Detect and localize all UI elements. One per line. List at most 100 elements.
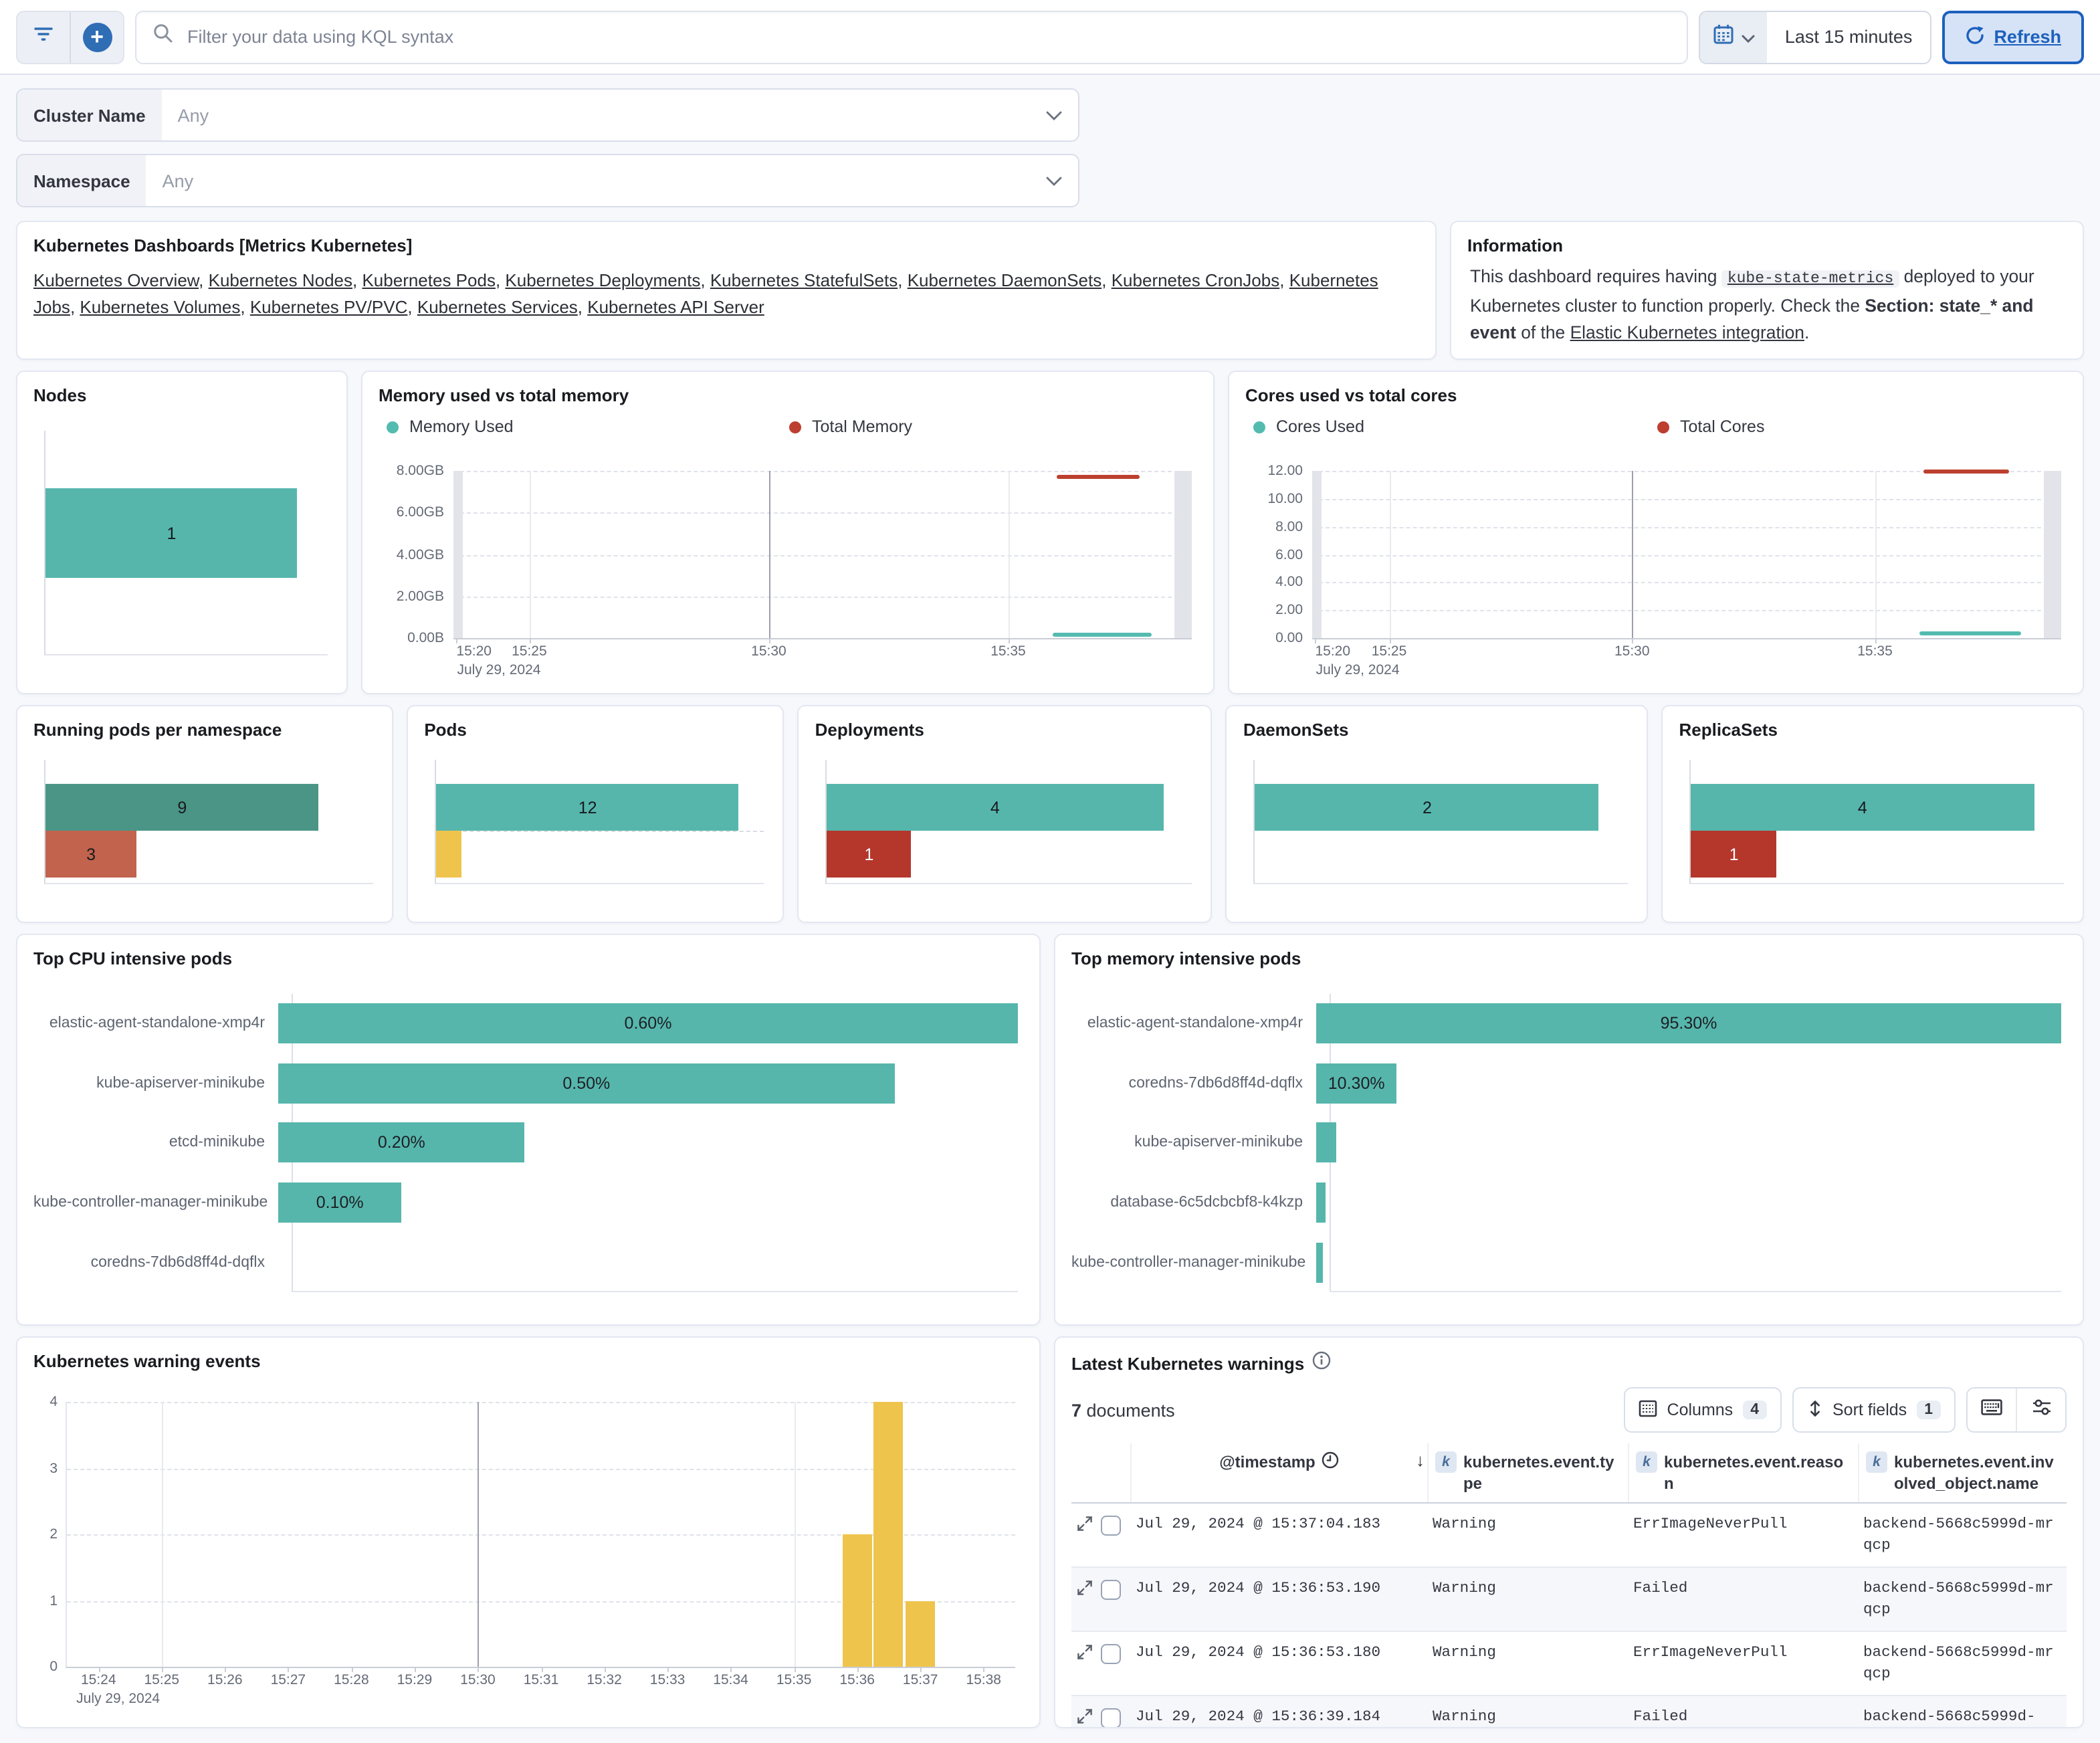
dashboard-link[interactable]: Kubernetes API Server bbox=[587, 297, 764, 317]
cell-timestamp: Jul 29, 2024 @ 15:36:53.180 bbox=[1136, 1645, 1381, 1661]
chart-title: Pods bbox=[424, 720, 467, 740]
gridline bbox=[453, 596, 1192, 598]
bar: 1 bbox=[1691, 831, 1777, 878]
legend-item[interactable]: Memory Used bbox=[387, 417, 789, 436]
search-input[interactable] bbox=[185, 25, 1671, 48]
dashboard-link[interactable]: Kubernetes DaemonSets bbox=[907, 270, 1102, 290]
gridline bbox=[1875, 471, 1877, 638]
legend-item[interactable]: Total Cores bbox=[1657, 417, 2061, 436]
memory-chart: 8.00GB 6.00GB 4.00GB 2.00GB 0.00B 15:20 15:25 1… bbox=[397, 463, 1192, 678]
sort-fields-label: Sort fields bbox=[1832, 1401, 1907, 1419]
dashboard-link[interactable]: Kubernetes CronJobs bbox=[1111, 270, 1280, 290]
info-icon bbox=[1312, 1351, 1331, 1376]
grid-header-event-type[interactable]: k kubernetes.event.type bbox=[1427, 1443, 1628, 1502]
table-row[interactable]: Jul 29, 2024 @ 15:36:53.180 Warning ErrIma… bbox=[1071, 1631, 2067, 1695]
pods-chart: 12 bbox=[435, 760, 764, 884]
table-row[interactable]: Jul 29, 2024 @ 15:37:04.183 Warning ErrIma… bbox=[1071, 1504, 2067, 1566]
dashboard-link[interactable]: Kubernetes Jobs bbox=[33, 270, 1378, 317]
dashboard-link[interactable]: Kubernetes Pods bbox=[362, 270, 496, 290]
refresh-button[interactable]: Refresh bbox=[1941, 10, 2084, 64]
row-controls bbox=[1071, 1568, 1130, 1631]
row-checkbox[interactable] bbox=[1101, 1580, 1121, 1600]
cell-event-type: Warning bbox=[1433, 1517, 1496, 1533]
info-text-bold: Section: state_* and event bbox=[1470, 296, 2034, 342]
legend-item[interactable]: Cores Used bbox=[1253, 417, 1657, 436]
info-panel: Information This dashboard requires havi… bbox=[1450, 221, 2084, 360]
calendar-icon bbox=[1713, 22, 1736, 52]
grid-header-object-name[interactable]: k kubernetes.event.involved_object.name bbox=[1858, 1443, 2067, 1502]
expand-row-icon[interactable] bbox=[1077, 1644, 1093, 1668]
category-label: etcd-minikube bbox=[169, 1134, 265, 1151]
columns-button[interactable]: Columns 4 bbox=[1624, 1387, 1782, 1433]
table-row[interactable]: Jul 29, 2024 @ 15:36:39.184 Warning Failed… bbox=[1071, 1695, 2067, 1727]
gridline bbox=[453, 554, 1192, 556]
columns-label: Columns bbox=[1667, 1401, 1734, 1419]
grid-header-timestamp[interactable]: @timestamp ↓ bbox=[1130, 1443, 1427, 1502]
gridline bbox=[67, 1468, 1015, 1469]
axis-tick bbox=[288, 1667, 290, 1672]
expand-row-icon[interactable] bbox=[1077, 1708, 1093, 1727]
grid-header-row: @timestamp ↓ k kubernetes.event.type k bbox=[1071, 1443, 2067, 1504]
dashboard-link[interactable]: Kubernetes Nodes bbox=[208, 270, 352, 290]
sort-fields-button[interactable]: Sort fields 1 bbox=[1792, 1387, 1956, 1433]
row-checkbox[interactable] bbox=[1101, 1708, 1121, 1727]
expand-row-icon[interactable] bbox=[1077, 1580, 1093, 1604]
axis-tick bbox=[541, 1667, 542, 1672]
namespace-filter[interactable]: Namespace Any bbox=[16, 154, 1079, 207]
warning-events-chart: 4 3 2 1 0 15:24 15:25 15:26 15:27 15:28 15:29 15:30… bbox=[49, 1394, 1015, 1707]
axis-tick bbox=[983, 1667, 985, 1672]
dashboard-link[interactable]: Kubernetes Volumes bbox=[80, 297, 241, 317]
axis-tick bbox=[730, 1667, 732, 1672]
calendar-menu-button[interactable] bbox=[1700, 11, 1768, 62]
category-label: kube-controller-manager-minikube bbox=[1071, 1254, 1306, 1271]
dashboard-link[interactable]: Kubernetes Services bbox=[417, 297, 578, 317]
top-toolbar: + Last 15 minutes Refresh bbox=[0, 0, 2100, 75]
legend-item[interactable]: Total Memory bbox=[789, 417, 1192, 436]
doc-count-label: documents bbox=[1081, 1400, 1175, 1420]
dashboard-link[interactable]: Kubernetes Deployments bbox=[505, 270, 701, 290]
row-checkbox[interactable] bbox=[1101, 1644, 1121, 1664]
time-range-display[interactable]: Last 15 minutes bbox=[1784, 27, 1913, 47]
filter-button[interactable] bbox=[17, 11, 70, 62]
display-options-button[interactable] bbox=[2016, 1389, 2065, 1431]
row-checkbox[interactable] bbox=[1101, 1516, 1121, 1536]
memory-panel: Memory used vs total memory Memory Used T… bbox=[361, 371, 1215, 694]
bar bbox=[278, 1063, 895, 1104]
dashboard-link[interactable]: Kubernetes PV/PVC bbox=[249, 297, 408, 317]
bar bbox=[842, 1534, 872, 1667]
integration-link[interactable]: Elastic Kubernetes integration bbox=[1570, 322, 1804, 342]
cores-panel: Cores used vs total cores Cores Used Tota… bbox=[1228, 371, 2084, 694]
axis-date-label: July 29, 2024 bbox=[1316, 662, 1400, 678]
bar-value-label: 1 bbox=[1729, 845, 1739, 864]
bar-value-label: 95.30% bbox=[1660, 1014, 1717, 1033]
code-chip: kube-state-metrics bbox=[1721, 270, 1899, 288]
dashboard-link[interactable]: Kubernetes StatefulSets bbox=[710, 270, 898, 290]
gridline bbox=[1389, 471, 1390, 638]
y-axis-label: 6.00GB bbox=[396, 504, 444, 521]
sort-desc-icon[interactable]: ↓ bbox=[1416, 1450, 1425, 1470]
x-axis-label: 15:33 bbox=[649, 1672, 686, 1688]
table-row[interactable]: Jul 29, 2024 @ 15:36:53.190 Warning Failed… bbox=[1071, 1566, 2067, 1631]
chart-row: etcd-minikube 0.20% bbox=[33, 1113, 1018, 1172]
gridline bbox=[529, 471, 531, 638]
event-reason-header-label: kubernetes.event.reason bbox=[1664, 1453, 1844, 1493]
axis-tick bbox=[225, 1667, 227, 1672]
keyboard-shortcuts-button[interactable] bbox=[1968, 1389, 2016, 1431]
y-axis-label: 2.00GB bbox=[396, 588, 444, 605]
top-cpu-chart: elastic-agent-standalone-xmp4r 0.60% kube-… bbox=[33, 994, 1018, 1292]
axis-date-label: July 29, 2024 bbox=[457, 662, 541, 678]
series-line bbox=[1052, 632, 1152, 637]
expand-row-icon[interactable] bbox=[1077, 1516, 1093, 1540]
axis-tick bbox=[1315, 638, 1317, 643]
grid-header-event-reason[interactable]: k kubernetes.event.reason bbox=[1628, 1443, 1858, 1502]
category-label: elastic-agent-standalone-xmp4r bbox=[1087, 1015, 1303, 1032]
info-text-4: . bbox=[1804, 322, 1810, 342]
chart-title: Kubernetes warning events bbox=[33, 1351, 261, 1371]
bar-track: 10.30% bbox=[1316, 1053, 2061, 1113]
dashboard-link[interactable]: Kubernetes Overview bbox=[33, 270, 199, 290]
add-filter-button[interactable]: + bbox=[70, 11, 123, 62]
cell-event-reason: Failed bbox=[1633, 1710, 1688, 1726]
chart-title: ReplicaSets bbox=[1679, 720, 1778, 740]
series-line bbox=[1919, 631, 2021, 636]
cluster-name-filter[interactable]: Cluster Name Any bbox=[16, 88, 1079, 142]
